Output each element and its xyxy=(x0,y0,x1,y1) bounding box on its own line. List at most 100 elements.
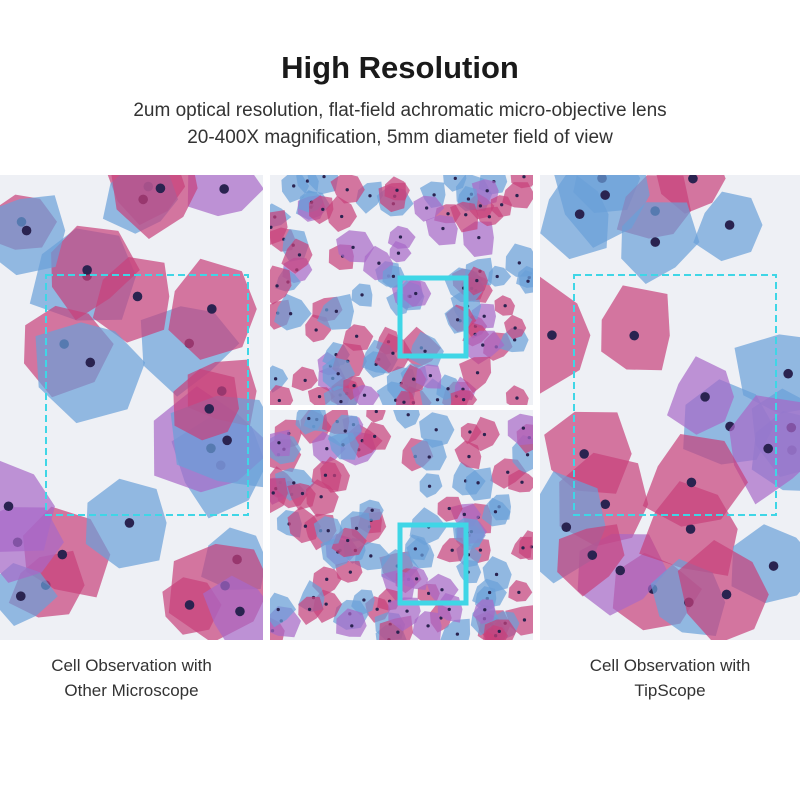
highlight-box xyxy=(45,274,249,516)
cell-nucleus xyxy=(425,206,429,210)
cell-nucleus xyxy=(439,616,443,620)
cell-nucleus xyxy=(326,529,330,533)
cell xyxy=(306,479,339,517)
cell-nucleus xyxy=(521,426,526,430)
cell-nucleus xyxy=(453,176,457,181)
cell xyxy=(415,364,442,389)
cell-nucleus xyxy=(783,368,793,379)
cell xyxy=(0,195,66,276)
cell xyxy=(472,599,496,624)
cell-nucleus xyxy=(368,194,372,198)
cell-nucleus xyxy=(405,609,409,613)
cell xyxy=(677,540,769,640)
cell-nucleus xyxy=(487,215,492,219)
cell-nucleus xyxy=(369,554,373,558)
cell-nucleus xyxy=(21,225,32,236)
cell-nucleus xyxy=(503,304,507,308)
cell-nucleus xyxy=(466,197,471,201)
cell-nucleus xyxy=(487,590,492,595)
cell-nucleus xyxy=(521,546,525,550)
cell-nucleus xyxy=(522,618,527,622)
cell-nucleus xyxy=(346,538,350,543)
right-microscope-image xyxy=(540,175,800,640)
cell-nucleus xyxy=(377,261,381,265)
cell-nucleus xyxy=(700,392,710,402)
cell xyxy=(0,460,55,552)
cell xyxy=(519,270,533,294)
cell xyxy=(342,324,374,351)
cell-nucleus xyxy=(440,588,444,592)
cell-nucleus xyxy=(414,291,418,296)
cell-nucleus xyxy=(768,561,779,571)
cell-nucleus xyxy=(271,491,275,495)
cell-nucleus xyxy=(391,351,395,355)
cell-nucleus xyxy=(391,274,396,279)
cell-nucleus xyxy=(426,591,431,596)
cell xyxy=(403,278,432,307)
cell xyxy=(388,597,421,632)
cell xyxy=(443,175,467,192)
cell-nucleus xyxy=(446,387,450,391)
cell-nucleus xyxy=(343,429,347,433)
cell-nucleus xyxy=(307,416,311,421)
cell-nucleus xyxy=(587,550,598,560)
cell-nucleus xyxy=(455,632,460,636)
cell-nucleus xyxy=(414,577,419,581)
right-caption-line-2: TipScope xyxy=(634,681,706,700)
cell-nucleus xyxy=(522,175,526,179)
left-caption-line-2: Other Microscope xyxy=(64,681,199,700)
cell-nucleus xyxy=(305,179,310,183)
cell-image-left xyxy=(0,175,263,640)
middle-top-microscope-image xyxy=(270,175,533,405)
cell-nucleus xyxy=(600,190,610,200)
cell xyxy=(173,368,239,441)
cell xyxy=(351,589,375,616)
cell-nucleus xyxy=(547,330,557,340)
cell-nucleus xyxy=(292,481,296,485)
cell-nucleus xyxy=(336,372,340,376)
cell-nucleus xyxy=(493,510,498,514)
cell xyxy=(413,195,445,222)
cell xyxy=(540,276,591,394)
cell-nucleus xyxy=(57,549,68,560)
cell-nucleus xyxy=(517,261,521,265)
cell-nucleus xyxy=(686,477,697,488)
cell xyxy=(384,176,410,201)
cell-nucleus xyxy=(455,318,460,322)
cell-nucleus xyxy=(629,330,640,341)
cell-nucleus xyxy=(475,278,479,283)
cell-nucleus xyxy=(288,312,293,316)
cell-nucleus xyxy=(721,589,732,600)
cell-nucleus xyxy=(500,203,504,207)
cell-nucleus xyxy=(478,204,483,208)
cell xyxy=(393,410,420,429)
cell-nucleus xyxy=(207,304,217,314)
highlight-box xyxy=(397,522,469,606)
cell-nucleus xyxy=(370,508,374,512)
cell xyxy=(508,580,533,602)
cell-nucleus xyxy=(219,184,229,194)
cell xyxy=(459,356,492,394)
cell xyxy=(505,243,533,277)
cell-nucleus xyxy=(526,279,530,283)
cell xyxy=(336,608,367,637)
cell xyxy=(281,238,313,274)
cell-nucleus xyxy=(355,334,359,338)
cell xyxy=(270,478,288,514)
cell-nucleus xyxy=(476,481,480,485)
left-microscope-image xyxy=(0,175,263,640)
cell-nucleus xyxy=(520,480,524,484)
highlight-box xyxy=(573,274,777,516)
subtitle-line-1: 2um optical resolution, flat-field achro… xyxy=(133,100,667,121)
cell-nucleus xyxy=(685,524,696,534)
cell xyxy=(505,385,529,405)
cell xyxy=(187,175,263,217)
cell-nucleus xyxy=(277,398,281,403)
cell-nucleus xyxy=(85,357,96,368)
cell-nucleus xyxy=(15,591,26,601)
cell xyxy=(464,330,505,365)
cell-nucleus xyxy=(574,209,585,219)
cell-nucleus xyxy=(325,577,329,581)
cell-nucleus xyxy=(303,524,308,528)
cell-image-middle-top xyxy=(270,175,533,405)
